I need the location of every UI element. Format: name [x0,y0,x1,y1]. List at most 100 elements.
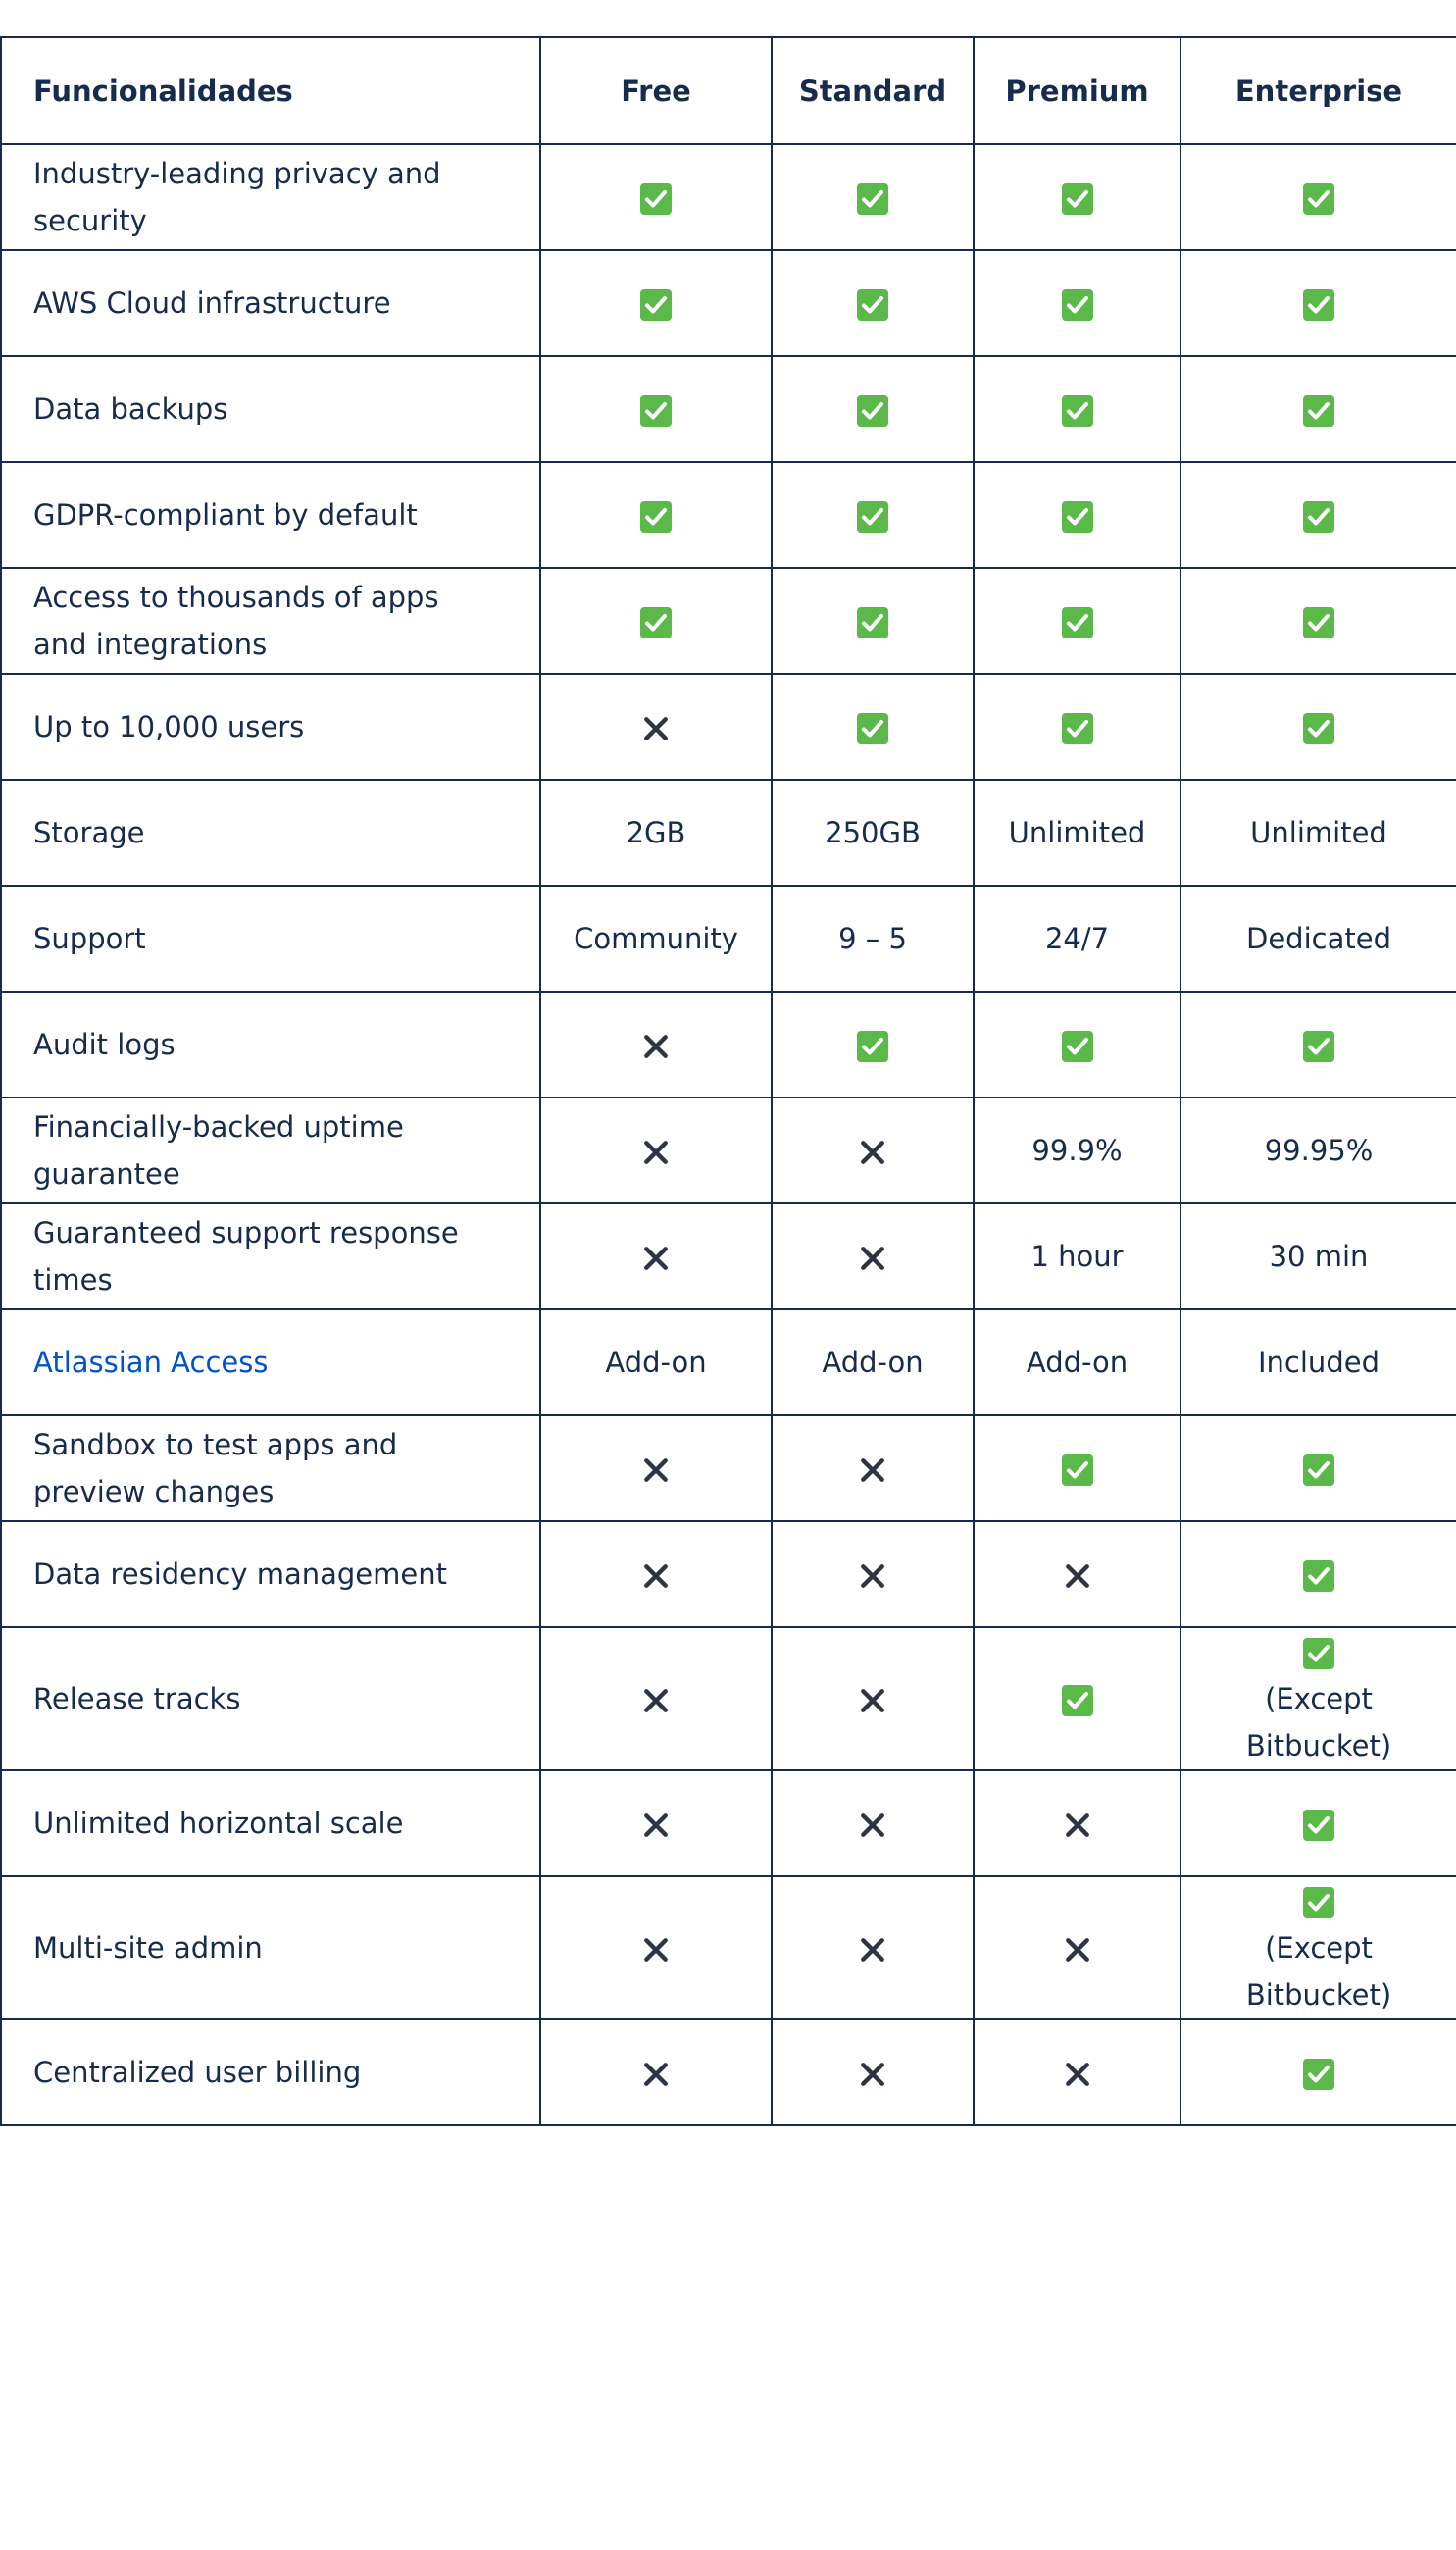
plan-cell [1180,2018,1456,2126]
plan-cell [771,1626,975,1771]
cross-icon [1065,1813,1089,1837]
table-body: Industry-leading privacy and security AWS… [0,143,1456,2126]
table-row: Audit logs [0,991,1456,1098]
feature-cell: Storage [0,779,541,887]
table-row: Sandbox to test apps and preview changes [0,1414,1456,1522]
feature-cell: Financially-backed uptime guarantee [0,1096,541,1204]
table-row: Atlassian Access Add-on Add-on Add-on Includ… [0,1308,1456,1416]
header-row: Funcionalidades Free Standard Premium Enterp… [0,36,1456,145]
check-icon [640,183,672,215]
check-icon [1303,607,1334,638]
table-row: Data backups [0,355,1456,463]
cross-icon [644,717,668,740]
comparison-table: Funcionalidades Free Standard Premium Enterp… [0,36,1456,2126]
table-row: GDPR-compliant by default [0,461,1456,569]
cross-icon [861,1689,884,1712]
plan-cell [771,1202,975,1310]
check-icon [857,1031,888,1062]
table-row: Up to 10,000 users [0,673,1456,781]
plan-cell [539,1520,773,1628]
plan-cell: Add-on [771,1308,975,1416]
check-icon [1303,1454,1334,1486]
check-icon [1061,1685,1093,1716]
feature-link[interactable]: Atlassian Access [33,1346,269,1379]
plan-cell [539,673,773,781]
cross-icon [1065,1938,1089,1962]
feature-cell: Centralized user billing [0,2018,541,2126]
cross-icon [1065,1564,1089,1588]
plan-cell: Unlimited [1180,779,1456,887]
feature-cell: GDPR-compliant by default [0,461,541,569]
table-row: Guaranteed support response times 1 hour 3… [0,1202,1456,1310]
plan-cell [771,1096,975,1204]
feature-cell: Data residency management [0,1520,541,1628]
check-icon [1303,289,1334,321]
plan-cell [539,249,773,357]
plan-cell [1180,567,1456,675]
plan-cell [973,1520,1181,1628]
check-icon [1303,395,1334,427]
plan-cell [771,991,975,1098]
check-icon [1303,1560,1334,1592]
plan-cell [1180,461,1456,569]
plan-cell [1180,1414,1456,1522]
check-icon [1303,713,1334,744]
plan-cell: (Except Bitbucket) [1180,1875,1456,2020]
plan-cell [1180,355,1456,463]
plan-cell: 9 – 5 [771,885,975,993]
header-cell: Standard [771,36,975,145]
feature-cell: Industry-leading privacy and security [0,143,541,251]
cross-icon [861,1458,884,1482]
plan-cell [771,567,975,675]
table-row: Industry-leading privacy and security [0,143,1456,251]
table-row: Centralized user billing [0,2018,1456,2126]
table-row: Financially-backed uptime guarantee 99.9%… [0,1096,1456,1204]
plan-cell [973,567,1181,675]
table-row: Multi-site admin (Except Bitbucket) [0,1875,1456,2020]
table-row: Unlimited horizontal scale [0,1769,1456,1877]
plan-cell [973,1414,1181,1522]
feature-cell: Unlimited horizontal scale [0,1769,541,1877]
cross-icon [861,1564,884,1588]
plan-cell [973,461,1181,569]
plan-cell [539,461,773,569]
cross-icon [1065,2063,1089,2086]
cell-note: (Except Bitbucket) [1245,1931,1392,2012]
plan-cell [771,355,975,463]
cross-icon [644,1938,668,1962]
plan-cell [973,1769,1181,1877]
table-row: Data residency management [0,1520,1456,1628]
feature-cell: Data backups [0,355,541,463]
plan-cell: 99.9% [973,1096,1181,1204]
plan-cell: 2GB [539,779,773,887]
plan-cell [771,1414,975,1522]
plan-cell [539,1769,773,1877]
plan-cell [771,249,975,357]
check-icon [1303,2059,1334,2090]
feature-cell: Multi-site admin [0,1875,541,2020]
check-icon [1061,501,1093,533]
plan-cell [771,1520,975,1628]
plan-cell: 250GB [771,779,975,887]
plan-cell [973,143,1181,251]
check-icon [1061,713,1093,744]
plan-cell [1180,143,1456,251]
cross-icon [644,1564,668,1588]
table-row: Support Community 9 – 5 24/7 Dedicated [0,885,1456,993]
check-icon [1061,395,1093,427]
cross-icon [861,1813,884,1837]
check-icon [857,607,888,638]
feature-cell: Up to 10,000 users [0,673,541,781]
plan-cell [1180,1520,1456,1628]
check-icon [1303,1810,1334,1841]
cross-icon [644,1813,668,1837]
plan-cell [1180,1769,1456,1877]
header-cell: Premium [973,36,1181,145]
plan-cell [539,1875,773,2020]
check-icon [857,501,888,533]
plan-cell: 1 hour [973,1202,1181,1310]
plan-cell [973,673,1181,781]
check-icon [1303,1887,1334,1918]
header-cell: Free [539,36,773,145]
